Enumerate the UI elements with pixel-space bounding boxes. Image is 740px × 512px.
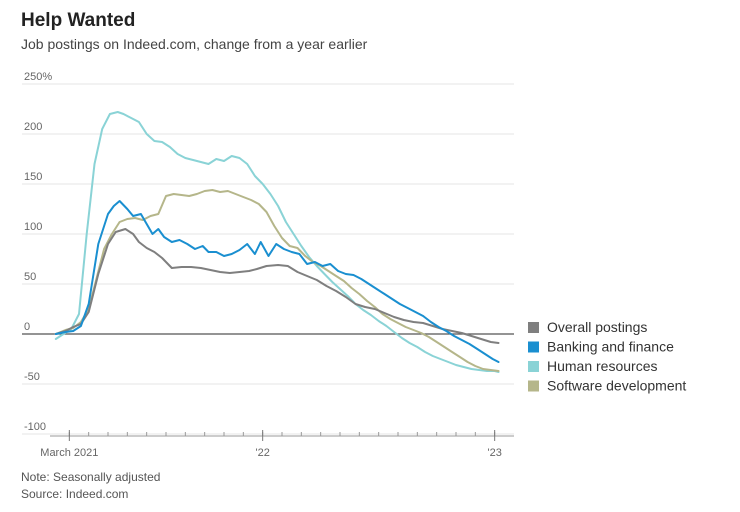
series-line-overall-postings (54, 228, 500, 344)
x-tick-label: '22 (255, 447, 269, 459)
grid-lines (22, 83, 514, 435)
series-line-human-resources (54, 111, 500, 373)
y-tick-label: 250% (24, 71, 52, 83)
y-axis-ticks: 250% 200 150 100 50 0 -50 -100 (24, 71, 52, 433)
legend-swatch (528, 322, 539, 333)
y-tick-label: -50 (24, 371, 40, 383)
note-text: Note: Seasonally adjusted (21, 470, 161, 484)
y-tick-label: 100 (24, 221, 42, 233)
legend-label: Human resources (547, 358, 658, 374)
legend-label: Banking and finance (547, 339, 674, 355)
chart-title: Help Wanted (21, 10, 136, 31)
y-tick-label: 50 (24, 271, 36, 283)
source-text: Source: Indeed.com (21, 487, 129, 501)
legend-swatch (528, 341, 539, 353)
legend: Overall postings Banking and finance Human… (528, 319, 686, 394)
y-tick-label: 200 (24, 121, 42, 133)
series-line-software-development (54, 189, 500, 372)
x-tick-label: '23 (487, 447, 501, 459)
y-tick-label: -100 (24, 421, 46, 433)
legend-label: Software development (547, 378, 686, 394)
series-line-banking-and-finance (54, 200, 500, 363)
y-tick-label: 0 (24, 321, 30, 333)
x-tick-label: March 2021 (40, 447, 98, 459)
legend-swatch (528, 380, 539, 392)
legend-swatch (528, 361, 539, 372)
legend-label: Overall postings (547, 319, 647, 335)
chart-notes: Note: Seasonally adjusted Source: Indeed… (21, 469, 160, 503)
y-tick-label: 150 (24, 171, 42, 183)
x-axis: March 2021 '22 '23 (40, 430, 514, 459)
chart-subtitle: Job postings on Indeed.com, change from … (21, 36, 368, 52)
series-lines (54, 111, 500, 373)
